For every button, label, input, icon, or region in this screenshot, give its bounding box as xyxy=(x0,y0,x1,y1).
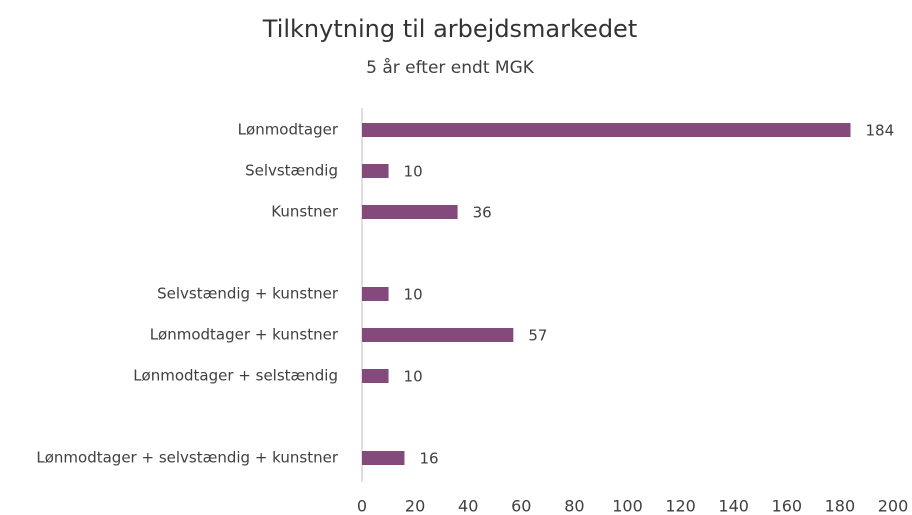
x-tick-label: 0 xyxy=(357,497,367,515)
x-tick-label: 20 xyxy=(405,497,425,515)
y-tick-label: Selvstændig xyxy=(245,162,338,180)
x-tick-label: 160 xyxy=(772,497,803,515)
y-tick-label: Lønmodtager + kunstner xyxy=(150,326,339,344)
bar xyxy=(362,328,514,342)
y-tick-label: Selvstændig + kunstner xyxy=(157,285,339,303)
bar xyxy=(362,451,405,465)
chart-subtitle: 5 år efter endt MGK xyxy=(366,57,535,78)
bar xyxy=(362,164,389,178)
data-label: 36 xyxy=(473,204,492,222)
bar xyxy=(362,205,458,219)
bar xyxy=(362,123,851,137)
data-label: 10 xyxy=(404,368,423,386)
x-tick-label: 120 xyxy=(665,497,696,515)
x-tick-label: 180 xyxy=(825,497,856,515)
x-tick-label: 140 xyxy=(718,497,749,515)
data-label: 10 xyxy=(404,286,423,304)
y-tick-label: Lønmodtager + selstændig xyxy=(133,367,338,385)
bar xyxy=(362,287,389,301)
x-tick-label: 80 xyxy=(564,497,584,515)
data-label: 10 xyxy=(404,163,423,181)
x-tick-label: 100 xyxy=(612,497,643,515)
bar xyxy=(362,369,389,383)
y-tick-label: Lønmodtager xyxy=(238,121,339,139)
chart-title: Tilknytning til arbejdsmarkedet xyxy=(262,15,637,43)
data-label: 184 xyxy=(866,122,895,140)
y-tick-label: Lønmodtager + selvstændig + kunstner xyxy=(36,449,338,467)
x-tick-label: 40 xyxy=(458,497,478,515)
x-tick-label: 200 xyxy=(878,497,909,515)
y-tick-label: Kunstner xyxy=(271,203,339,221)
data-label: 57 xyxy=(528,327,547,345)
data-label: 16 xyxy=(419,450,438,468)
x-tick-label: 60 xyxy=(511,497,531,515)
